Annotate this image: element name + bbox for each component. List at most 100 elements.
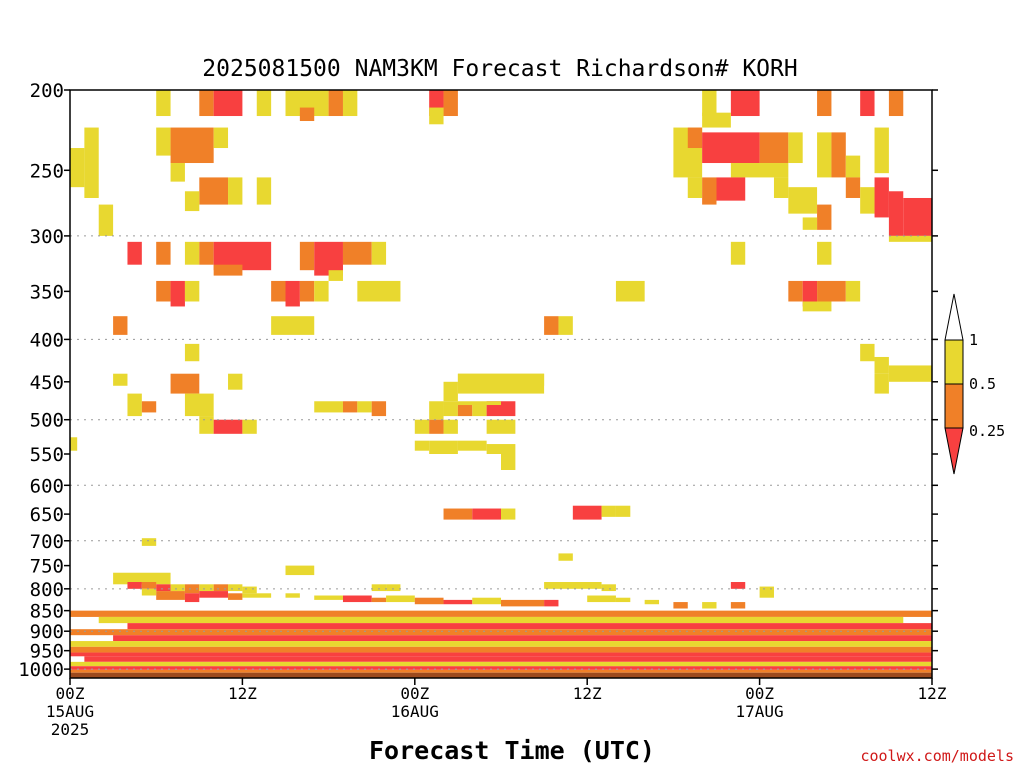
cell-10 — [730, 90, 760, 117]
cell-105 — [457, 405, 473, 417]
cell-127 — [615, 505, 631, 517]
cell-102 — [371, 401, 387, 417]
cell-142 — [386, 584, 401, 592]
cell-144 — [601, 584, 616, 592]
cell-86 — [860, 343, 875, 362]
cell-47 — [888, 191, 904, 236]
cell-139 — [228, 584, 243, 592]
cell-66 — [817, 241, 832, 265]
cell-60 — [314, 241, 343, 276]
y-tick-label: 400 — [30, 329, 64, 351]
cell-103 — [429, 401, 444, 420]
legend-arrow-bottom — [944, 427, 964, 475]
cell-71 — [285, 280, 300, 307]
y-tick-label: 500 — [30, 410, 64, 432]
legend-label-1: 1 — [969, 331, 978, 349]
cell-133 — [141, 582, 157, 589]
cell-19 — [156, 127, 171, 156]
cell-37 — [716, 177, 746, 201]
cell-84 — [558, 316, 573, 335]
y-tick-label: 1000 — [18, 659, 64, 681]
cell-56 — [184, 241, 200, 265]
cell-129 — [558, 553, 573, 561]
cell-75 — [615, 280, 645, 302]
cell-61 — [342, 241, 372, 265]
cell-169 — [70, 610, 932, 617]
cell-168 — [730, 602, 746, 609]
cell-114 — [443, 419, 458, 434]
cell-120 — [486, 444, 501, 454]
cell-149 — [184, 593, 200, 603]
ground-surface — [70, 672, 932, 678]
cell-164 — [615, 597, 631, 603]
cell-76 — [788, 280, 803, 302]
cell-121 — [501, 444, 516, 470]
cell-131 — [113, 572, 171, 585]
cell-70 — [271, 280, 286, 302]
cell-128 — [141, 538, 157, 546]
x-tick-label: 12Z — [918, 684, 947, 703]
richardson-cells — [70, 90, 933, 673]
cell-148 — [156, 591, 185, 600]
cell-82 — [271, 316, 315, 335]
chart-title: 2025081500 NAM3KM Forecast Richardson# K… — [202, 56, 797, 82]
cell-106 — [472, 405, 487, 417]
cell-165 — [644, 599, 660, 605]
legend-label-0.5: 0.5 — [969, 375, 996, 393]
cell-178 — [70, 661, 932, 667]
cell-115 — [486, 419, 516, 434]
cell-176 — [70, 652, 932, 657]
y-tick-label: 450 — [30, 372, 64, 394]
cell-16 — [702, 112, 731, 128]
cell-116 — [70, 437, 78, 451]
cell-112 — [414, 419, 430, 434]
cell-80 — [802, 301, 832, 312]
cell-98 — [184, 393, 214, 417]
cell-132 — [127, 582, 142, 589]
cell-162 — [544, 599, 559, 607]
cell-134 — [156, 584, 171, 592]
cell-108 — [443, 401, 501, 406]
cell-104 — [443, 405, 458, 417]
cell-135 — [170, 584, 185, 592]
cell-146 — [759, 586, 774, 598]
cell-57 — [199, 241, 214, 265]
cell-109 — [199, 416, 214, 434]
x-tick-label: 12Z — [573, 684, 602, 703]
cell-111 — [242, 419, 257, 434]
cell-44 — [845, 177, 861, 198]
cell-50 — [888, 235, 932, 242]
cell-11 — [817, 90, 832, 117]
cell-90 — [113, 373, 128, 386]
colorbar-legend: 1 0.5 0.25 — [944, 293, 1005, 475]
cell-97 — [141, 401, 157, 413]
cell-17 — [84, 127, 99, 198]
legend-label-0.25: 0.25 — [969, 422, 1005, 440]
cell-54 — [127, 241, 142, 265]
cell-81 — [113, 316, 128, 335]
cell-64 — [328, 270, 343, 281]
cell-85 — [184, 343, 200, 362]
cell-171 — [127, 623, 932, 630]
cell-110 — [213, 419, 243, 434]
cell-156 — [371, 597, 387, 603]
cell-1 — [199, 90, 214, 117]
cell-9 — [702, 90, 717, 117]
cell-95 — [457, 373, 545, 386]
y-tick-label: 750 — [30, 556, 64, 578]
cell-43 — [788, 187, 818, 214]
cell-29 — [730, 163, 789, 178]
cell-13 — [888, 90, 904, 117]
cell-39 — [228, 177, 243, 205]
cell-177 — [84, 656, 932, 662]
cell-92 — [228, 373, 243, 390]
cell-117 — [414, 440, 430, 451]
cell-180 — [70, 669, 932, 673]
cell-42 — [773, 177, 789, 198]
x-axis-label: Forecast Time (UTC) — [369, 736, 655, 765]
cell-91 — [170, 373, 200, 394]
cell-5 — [328, 90, 343, 117]
cell-15 — [429, 107, 444, 125]
